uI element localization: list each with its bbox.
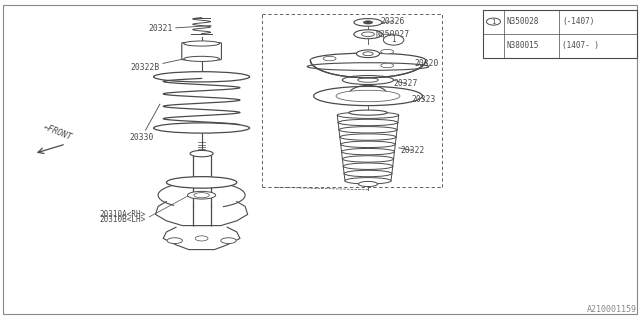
Ellipse shape <box>184 56 220 61</box>
Polygon shape <box>163 227 240 250</box>
Text: (1407- ): (1407- ) <box>562 41 599 50</box>
Text: 20330: 20330 <box>129 104 160 142</box>
Text: 20322B: 20322B <box>131 51 220 72</box>
Ellipse shape <box>340 134 396 140</box>
Text: N350027: N350027 <box>376 30 410 39</box>
Text: ←FRONT: ←FRONT <box>42 122 73 142</box>
Ellipse shape <box>154 123 250 133</box>
Ellipse shape <box>340 141 396 148</box>
Ellipse shape <box>195 236 208 241</box>
Ellipse shape <box>188 191 216 199</box>
Ellipse shape <box>310 53 426 67</box>
Ellipse shape <box>344 170 392 177</box>
Bar <box>483 10 637 58</box>
Text: N380015: N380015 <box>507 41 540 50</box>
Ellipse shape <box>337 112 399 118</box>
Ellipse shape <box>381 49 394 54</box>
Text: 1: 1 <box>491 19 496 25</box>
Ellipse shape <box>343 163 393 169</box>
Ellipse shape <box>323 56 336 61</box>
Text: 20310B<LH>: 20310B<LH> <box>99 215 145 224</box>
Text: N350028: N350028 <box>507 17 540 26</box>
Ellipse shape <box>184 41 220 46</box>
Ellipse shape <box>358 78 378 82</box>
Ellipse shape <box>354 19 382 26</box>
Text: 20326: 20326 <box>381 17 405 26</box>
Text: 20321: 20321 <box>148 24 211 33</box>
Ellipse shape <box>342 76 394 84</box>
Ellipse shape <box>381 63 394 68</box>
Ellipse shape <box>362 32 374 36</box>
Ellipse shape <box>356 50 380 58</box>
Text: 20310A<RH>: 20310A<RH> <box>99 210 145 219</box>
Text: 20323: 20323 <box>412 95 436 104</box>
Ellipse shape <box>221 238 236 244</box>
Text: 20327: 20327 <box>394 79 418 88</box>
Text: 1: 1 <box>391 36 396 44</box>
Ellipse shape <box>342 156 394 162</box>
Ellipse shape <box>167 238 182 244</box>
Polygon shape <box>310 60 426 78</box>
Circle shape <box>383 35 404 45</box>
Ellipse shape <box>359 93 377 99</box>
Ellipse shape <box>336 90 400 102</box>
Ellipse shape <box>314 86 422 106</box>
Ellipse shape <box>154 72 250 82</box>
Ellipse shape <box>342 148 394 155</box>
Ellipse shape <box>307 63 429 70</box>
Circle shape <box>486 18 500 25</box>
Text: 20322: 20322 <box>399 146 424 155</box>
Text: 20320: 20320 <box>415 60 439 68</box>
Ellipse shape <box>194 193 209 198</box>
Ellipse shape <box>190 150 213 157</box>
Ellipse shape <box>166 177 237 188</box>
Ellipse shape <box>339 127 397 133</box>
Ellipse shape <box>354 30 382 39</box>
Ellipse shape <box>363 52 373 56</box>
Ellipse shape <box>358 181 378 187</box>
Ellipse shape <box>338 119 398 126</box>
Ellipse shape <box>364 21 372 24</box>
Ellipse shape <box>349 110 387 115</box>
Text: A210001159: A210001159 <box>587 305 637 314</box>
Text: (-1407): (-1407) <box>562 17 595 26</box>
FancyBboxPatch shape <box>182 43 221 60</box>
Ellipse shape <box>345 178 391 184</box>
